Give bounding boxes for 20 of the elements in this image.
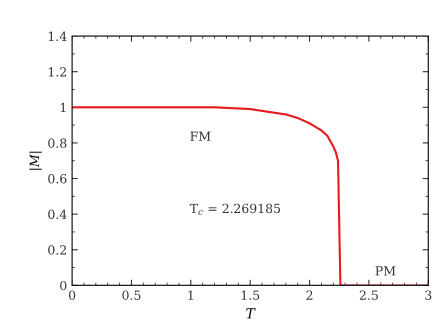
x-tick-label: 2.5 — [360, 290, 378, 300]
y-tick-label: 1.4 — [48, 32, 67, 42]
y-tick-label: 0.2 — [48, 245, 66, 255]
x-axis-title: T — [246, 308, 256, 318]
annotation: T$_{c}$ = 2.269185 — [190, 204, 280, 216]
y-tick-label: 1 — [60, 102, 66, 112]
y-axis-title: |M| — [29, 152, 42, 170]
x-tick-label: 1 — [188, 290, 194, 300]
annotation: FM — [190, 132, 210, 141]
y-tick-label: 0.4 — [48, 210, 67, 220]
x-tick-label: 1.5 — [242, 290, 260, 300]
y-tick-label: 1.2 — [48, 67, 66, 77]
x-tick-label: 2 — [306, 290, 312, 300]
y-tick-label: 0 — [60, 280, 66, 290]
y-tick-label: 0.6 — [48, 174, 66, 184]
x-tick-label: 0.5 — [122, 290, 140, 300]
y-tick-label: 0.8 — [48, 138, 66, 148]
x-tick-label: 0 — [68, 290, 76, 300]
x-tick-label: 3 — [425, 290, 432, 300]
annotation: PM — [376, 266, 396, 276]
